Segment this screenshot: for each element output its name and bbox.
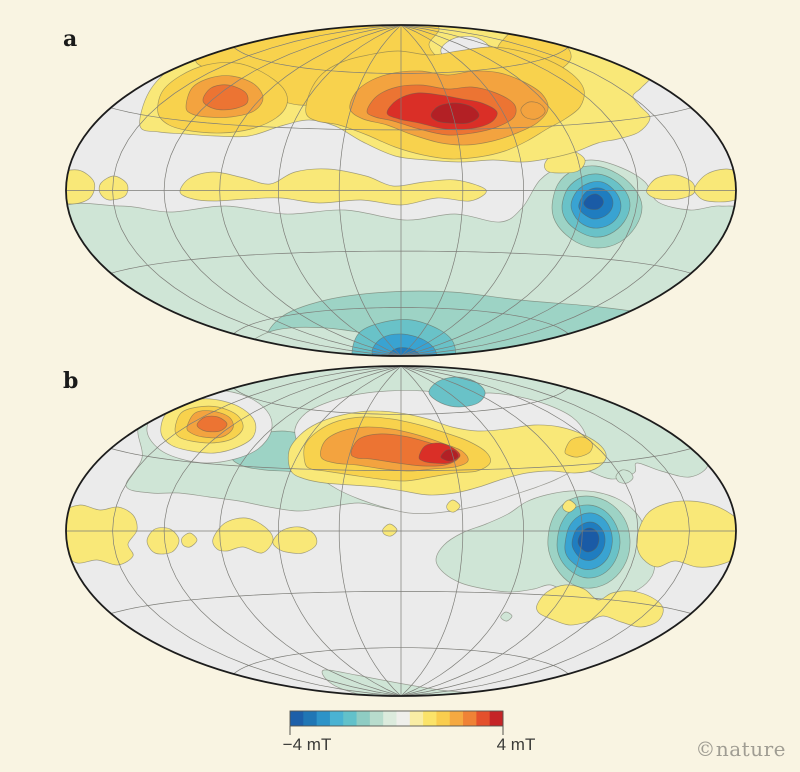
map-panel-b	[66, 366, 736, 696]
contour-region-p1	[181, 532, 198, 548]
map-outline-a	[65, 24, 737, 357]
contour-region-p1	[562, 499, 577, 513]
contour-region-p1	[536, 584, 664, 628]
colorbar-segment	[303, 711, 318, 726]
colorbar-min-label: −4 mT	[283, 735, 332, 754]
graticule	[66, 366, 736, 696]
contour-region-p2	[564, 436, 593, 458]
colorbar-segment	[436, 711, 451, 726]
contour-region-n1	[615, 469, 634, 484]
colorbar-segment	[476, 711, 491, 726]
contour-region-p1	[272, 526, 318, 554]
contour-region-p1	[646, 174, 696, 200]
graticule-line	[110, 107, 692, 131]
nature-watermark: ©nature	[695, 737, 786, 761]
map-outline-b	[65, 365, 737, 697]
colorbar-segment	[423, 711, 437, 726]
map-panel-a	[66, 25, 736, 356]
colorbar-segment	[369, 711, 384, 726]
contour-region-p1	[179, 168, 487, 206]
colorbar-frame	[289, 710, 504, 727]
contour-region-p6	[430, 102, 480, 124]
contour-region-n6	[583, 193, 604, 210]
graticule-line	[233, 307, 569, 335]
colorbar-segment	[356, 711, 371, 726]
contour-region-p1	[382, 523, 398, 537]
contour-region-n3	[428, 376, 486, 408]
colorbar-segment	[489, 711, 504, 726]
graticule-line	[233, 387, 569, 415]
colorbar-segment	[383, 711, 397, 726]
panel-a-label: a	[63, 26, 77, 52]
contour-region-p1	[446, 499, 461, 513]
graticule-line	[233, 46, 569, 74]
colorbar-segment	[396, 711, 411, 726]
graticule-line	[233, 647, 569, 675]
graticule-line	[110, 250, 692, 274]
colorbar-max-label: 4 mT	[497, 735, 536, 754]
contour-region-p4	[202, 84, 249, 111]
colorbar-segment	[409, 711, 424, 726]
colorbar-segment	[329, 711, 344, 726]
contour-region-p3	[520, 101, 546, 120]
colorbar-segment	[316, 711, 331, 726]
colorbar	[289, 710, 504, 735]
contour-region-n6	[577, 527, 600, 553]
colorbar-segment	[449, 711, 464, 726]
colorbar-segment	[343, 711, 358, 726]
contour-region-n1	[500, 611, 513, 622]
contour-region-p1	[636, 500, 736, 568]
colorbar-segment	[290, 711, 304, 726]
contour-region-p1	[66, 169, 96, 205]
graticule	[66, 25, 736, 356]
graticule-line	[110, 591, 692, 614]
contour-region-p1	[146, 527, 180, 555]
graticule-line	[110, 448, 692, 471]
contour-region-p4	[196, 415, 228, 433]
colorbar-segment	[463, 711, 477, 726]
panel-b-label: b	[63, 368, 78, 394]
